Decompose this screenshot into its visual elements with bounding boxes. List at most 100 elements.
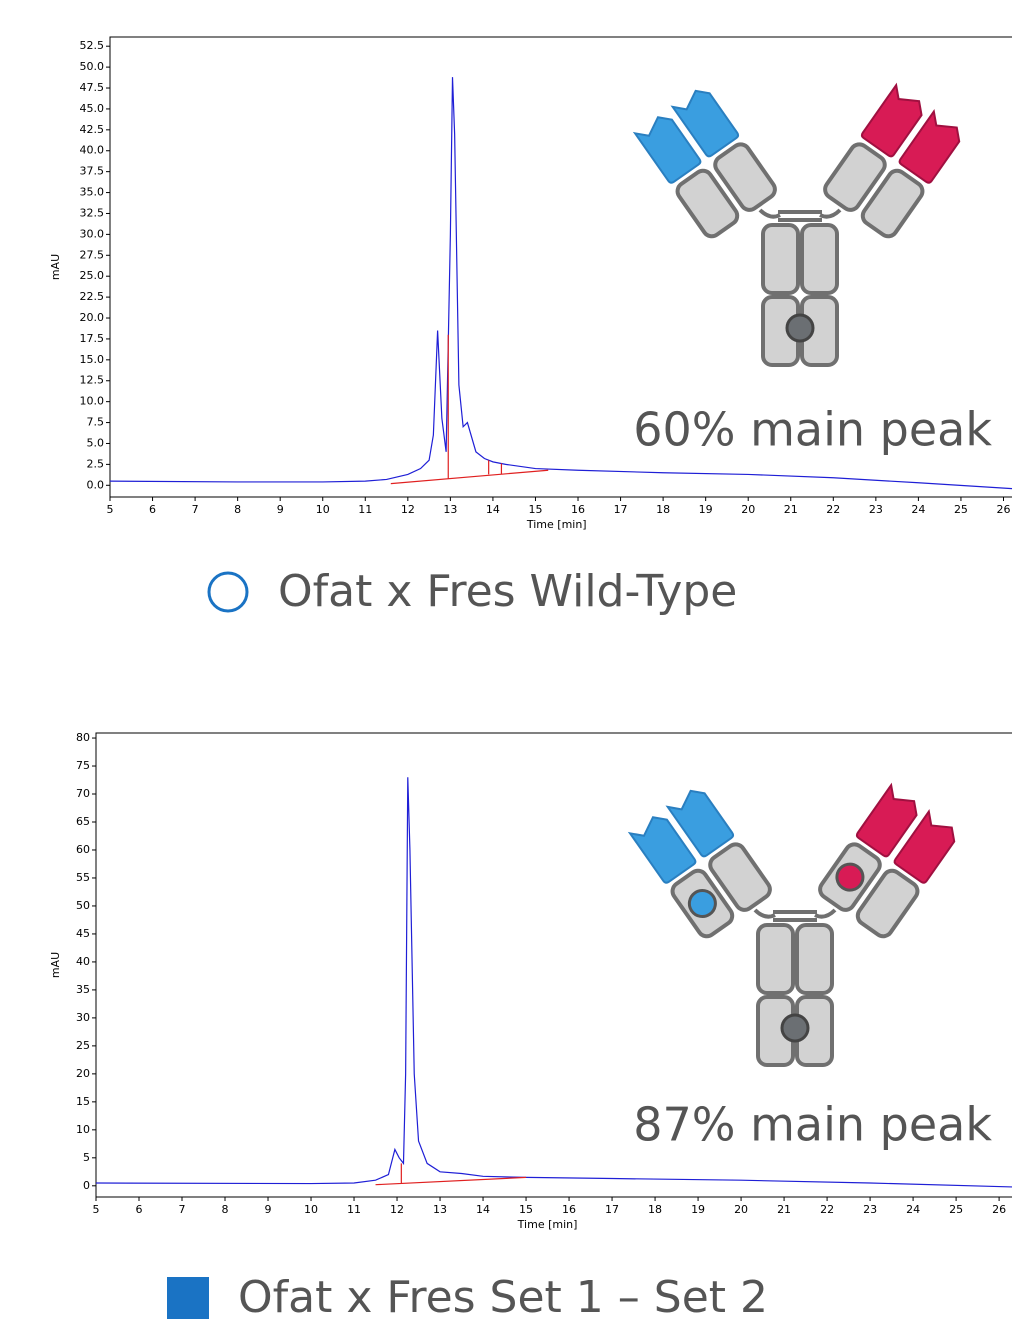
y-tick-label: 27.5 — [80, 248, 105, 261]
y-tick-label: 10 — [76, 1123, 90, 1136]
x-tick-label: 14 — [476, 1203, 490, 1216]
x-tick-label: 19 — [691, 1203, 705, 1216]
trace — [376, 1163, 527, 1184]
y-tick-label: 65 — [76, 815, 90, 828]
y-tick-label: 40.0 — [80, 144, 105, 157]
antibody-icon — [630, 785, 960, 1065]
x-tick-label: 24 — [906, 1203, 920, 1216]
legend-label: Ofat x Fres Set 1 – Set 2 — [238, 1272, 768, 1319]
x-axis-label: Time [min] — [517, 1218, 578, 1231]
x-tick-label: 15 — [528, 503, 542, 516]
legend-label: Ofat x Fres Wild-Type — [278, 566, 737, 617]
fc-domain — [758, 925, 793, 993]
y-tick-label: 40 — [76, 955, 90, 968]
y-tick-label: 15 — [76, 1095, 90, 1108]
y-tick-label: 35 — [76, 983, 90, 996]
y-axis-label: mAU — [49, 254, 62, 280]
x-tick-label: 10 — [304, 1203, 318, 1216]
x-tick-label: 26 — [992, 1203, 1006, 1216]
y-tick-label: 45.0 — [80, 102, 105, 115]
y-tick-label: 20 — [76, 1067, 90, 1080]
x-tick-label: 11 — [358, 503, 372, 516]
y-tick-label: 60 — [76, 843, 90, 856]
y-tick-label: 30.0 — [80, 227, 105, 240]
y-tick-label: 10.0 — [80, 395, 105, 408]
x-axis-label: Time [min] — [526, 518, 587, 531]
y-tick-label: 5.0 — [87, 436, 105, 449]
x-tick-label: 12 — [390, 1203, 404, 1216]
x-tick-label: 8 — [222, 1203, 229, 1216]
fc-domain — [763, 225, 798, 293]
x-tick-label: 10 — [316, 503, 330, 516]
x-tick-label: 13 — [433, 1203, 447, 1216]
x-tick-label: 7 — [179, 1203, 186, 1216]
y-tick-label: 5 — [83, 1151, 90, 1164]
x-tick-label: 20 — [734, 1203, 748, 1216]
antibody-arm — [822, 85, 965, 240]
antibody-icon — [635, 85, 965, 365]
x-tick-label: 7 — [192, 503, 199, 516]
x-tick-label: 18 — [648, 1203, 662, 1216]
x-tick-label: 16 — [562, 1203, 576, 1216]
x-tick-label: 23 — [863, 1203, 877, 1216]
x-tick-label: 25 — [954, 503, 968, 516]
y-tick-label: 50.0 — [80, 60, 105, 73]
x-tick-label: 11 — [347, 1203, 361, 1216]
x-tick-label: 21 — [784, 503, 798, 516]
x-tick-label: 9 — [265, 1203, 272, 1216]
y-tick-label: 70 — [76, 787, 90, 800]
y-tick-label: 75 — [76, 759, 90, 772]
y-tick-label: 80 — [76, 731, 90, 744]
page: 0.0 2.5 5.0 7.5 10.0 12.5 15.0 17.5 20.0 22.5 25.0… — [0, 0, 1014, 1319]
y-tick-label: 20.0 — [80, 311, 105, 324]
x-tick-label: 21 — [777, 1203, 791, 1216]
y-tick-label: 12.5 — [80, 374, 105, 387]
fc-domain — [802, 225, 837, 293]
x-tick-label: 6 — [149, 503, 156, 516]
y-tick-label: 0.0 — [87, 478, 105, 491]
x-tick-label: 12 — [401, 503, 415, 516]
x-tick-label: 16 — [571, 503, 585, 516]
fc-domain — [797, 925, 832, 993]
x-tick-label: 26 — [996, 503, 1010, 516]
y-tick-label: 42.5 — [80, 123, 105, 136]
annotation: 60% main peak — [633, 403, 992, 457]
x-tick-label: 22 — [826, 503, 840, 516]
hinge — [760, 210, 840, 220]
y-tick-label: 15.0 — [80, 353, 105, 366]
y-tick-label: 7.5 — [87, 416, 105, 429]
x-tick-label: 17 — [614, 503, 628, 516]
y-tick-label: 25.0 — [80, 269, 105, 282]
antibody-arm — [817, 785, 960, 940]
y-axis-label: mAU — [49, 952, 62, 978]
x-tick-label: 8 — [234, 503, 241, 516]
x-tick-label: 24 — [911, 503, 925, 516]
x-tick-label: 6 — [136, 1203, 143, 1216]
antibody-arm — [630, 785, 773, 940]
x-tick-label: 18 — [656, 503, 670, 516]
antibody-arm — [635, 85, 778, 240]
legend-marker — [167, 1277, 209, 1319]
x-tick-label: 5 — [93, 1203, 100, 1216]
x-tick-label: 5 — [107, 503, 114, 516]
fc-dot — [782, 1015, 808, 1041]
y-tick-label: 0 — [83, 1179, 90, 1192]
y-tick-label: 50 — [76, 899, 90, 912]
y-tick-label: 52.5 — [80, 39, 105, 52]
x-tick-label: 15 — [519, 1203, 533, 1216]
y-tick-label: 37.5 — [80, 165, 105, 178]
x-tick-label: 22 — [820, 1203, 834, 1216]
x-tick-label: 23 — [869, 503, 883, 516]
x-tick-label: 14 — [486, 503, 500, 516]
x-tick-label: 17 — [605, 1203, 619, 1216]
annotation: 87% main peak — [633, 1098, 992, 1152]
trace — [391, 335, 548, 484]
y-tick-label: 22.5 — [80, 290, 105, 303]
y-tick-label: 17.5 — [80, 332, 105, 345]
y-tick-label: 35.0 — [80, 186, 105, 199]
x-tick-label: 19 — [699, 503, 713, 516]
x-tick-label: 9 — [277, 503, 284, 516]
y-tick-label: 2.5 — [87, 457, 105, 470]
y-tick-label: 55 — [76, 871, 90, 884]
fc-dot — [787, 315, 813, 341]
